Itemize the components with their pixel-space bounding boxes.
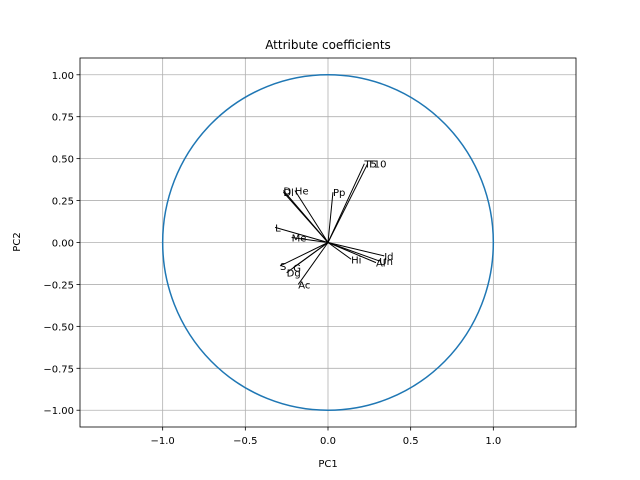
y-tick-label: 0.75 (52, 113, 74, 124)
vector-ac (297, 242, 329, 285)
y-tick-label: −0.50 (43, 322, 74, 333)
vector-me (291, 236, 329, 243)
vector-un (327, 242, 380, 262)
vector-label-g: G (293, 264, 301, 275)
vector-label-dl: Dl (283, 188, 293, 199)
vector-label-d: D (283, 187, 291, 198)
x-tick-label: 0.0 (320, 436, 336, 447)
vector-t10 (327, 163, 369, 243)
vector-dl (282, 191, 329, 243)
vector-he (294, 190, 329, 243)
x-tick-label: 1.0 (485, 436, 501, 447)
vector-label-l: L (275, 223, 281, 234)
vector-label-ac: Ac (298, 280, 310, 291)
y-tick-label: 1.00 (52, 71, 74, 82)
vector-label-hi: Hi (351, 255, 361, 266)
x-tick-label: −1.0 (151, 436, 175, 447)
y-axis-title: PC2 (12, 232, 23, 251)
vector-label-me: Me (292, 233, 307, 244)
y-tick-label: −1.00 (43, 406, 74, 417)
vector-g (292, 242, 329, 269)
vector-hi (327, 242, 352, 260)
vector-s (279, 242, 329, 267)
vector-label-t10: T10 (367, 160, 387, 171)
vector-id (327, 242, 385, 257)
vector-label-pp: Pp (333, 188, 345, 199)
vector-label-id: Id (384, 252, 393, 263)
chart-title: Attribute coefficients (265, 38, 391, 52)
unit-circle (161, 74, 495, 411)
y-tick-label: 0.50 (52, 155, 74, 166)
vector-label-un: Un (379, 257, 393, 268)
y-tick-label: −0.25 (43, 280, 74, 291)
vector-label-al: Al (376, 259, 386, 270)
vector-label-dg: Dg (287, 269, 301, 280)
x-axis-title: PC1 (318, 459, 337, 470)
vector-label-s: S (280, 262, 286, 273)
y-tick-label: −0.75 (43, 364, 74, 375)
y-tick-label: 0.00 (52, 239, 74, 250)
vector-l (274, 226, 329, 243)
x-tick-label: −0.5 (233, 436, 257, 447)
x-tick-label: 0.5 (403, 436, 419, 447)
vector-pp (327, 192, 334, 243)
vector-label-he: He (295, 187, 309, 198)
vector-label-t5: T5 (363, 160, 376, 171)
y-tick-label: 0.25 (52, 197, 74, 208)
